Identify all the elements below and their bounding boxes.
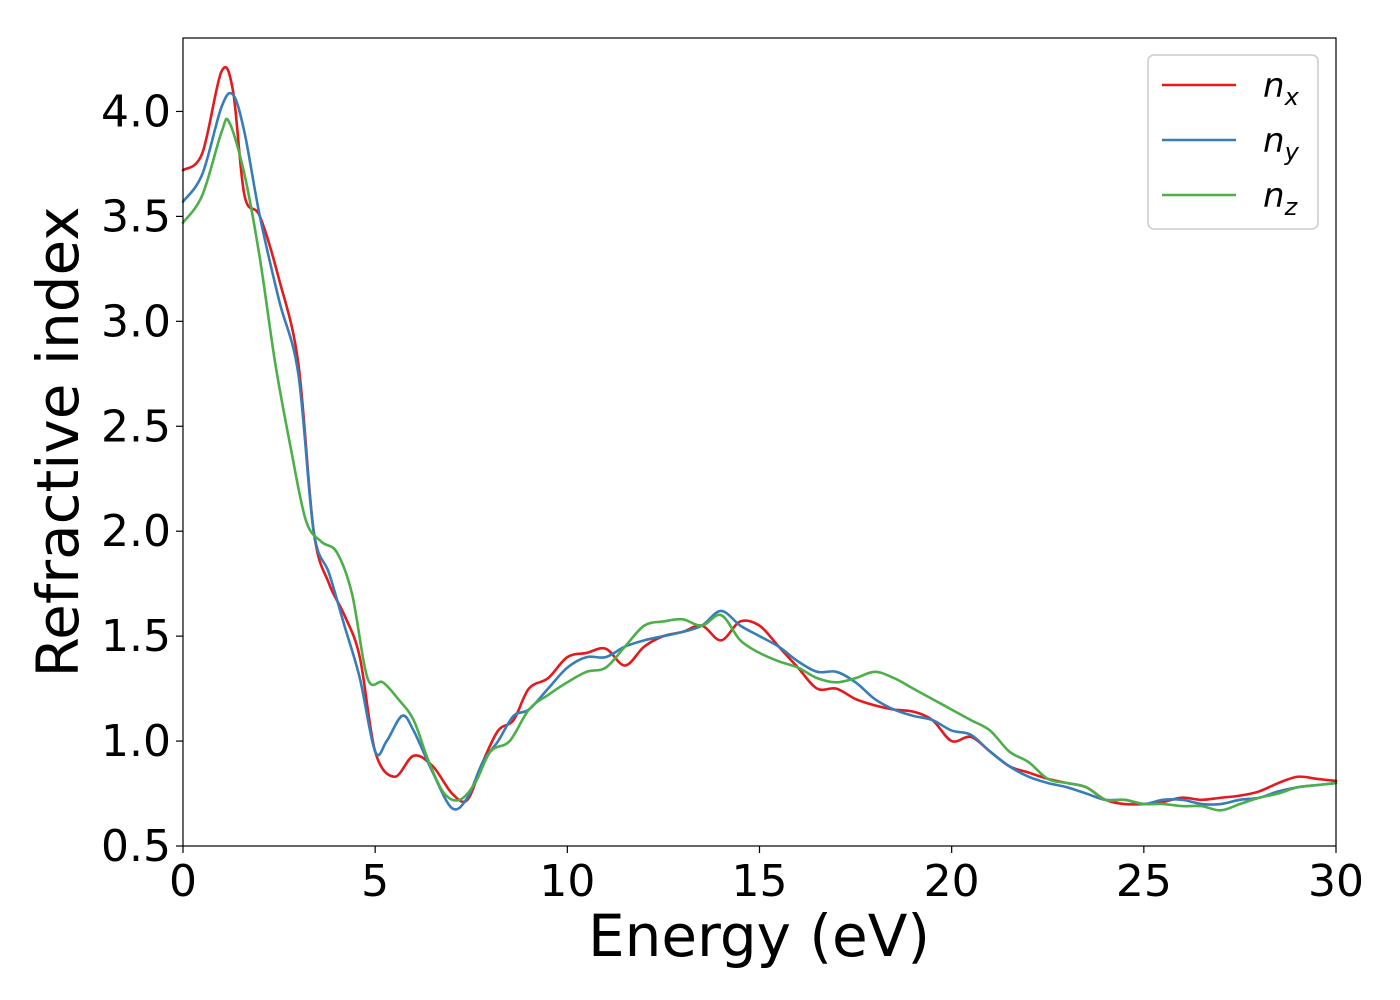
y-tick-label: 2.0 [101,506,171,557]
legend-label-ny: ny [1263,121,1300,166]
y-axis-label: Refractive index [24,206,92,677]
y-tick-label: 1.0 [101,716,171,767]
x-tick-label: 10 [539,856,595,907]
series-line-nz [181,117,1338,812]
x-tick-label: 20 [924,856,980,907]
legend-box [1147,54,1319,230]
x-axis-label: Energy (eV) [588,902,930,970]
x-axis-ticks: 0 5 10 15 20 25 30 [169,846,1364,907]
x-tick-label: 0 [169,856,197,907]
x-tick-label: 5 [361,856,389,907]
x-tick-label: 30 [1308,856,1364,907]
y-tick-label: 4.0 [101,86,171,137]
y-tick-label: 0.5 [101,821,171,872]
x-tick-label: 15 [732,856,788,907]
y-axis-ticks: 0.5 1.0 1.5 2.0 2.5 3.0 3.5 4.0 [101,86,183,872]
legend-label-nz: nz [1263,176,1299,221]
y-tick-label: 3.0 [101,296,171,347]
y-tick-label: 2.5 [101,401,171,452]
series-layer [181,65,1338,812]
legend: nx ny nz [1147,54,1319,230]
y-tick-label: 3.5 [101,191,171,242]
legend-label-nx: nx [1263,66,1300,111]
y-tick-label: 1.5 [101,611,171,662]
x-tick-label: 25 [1116,856,1172,907]
